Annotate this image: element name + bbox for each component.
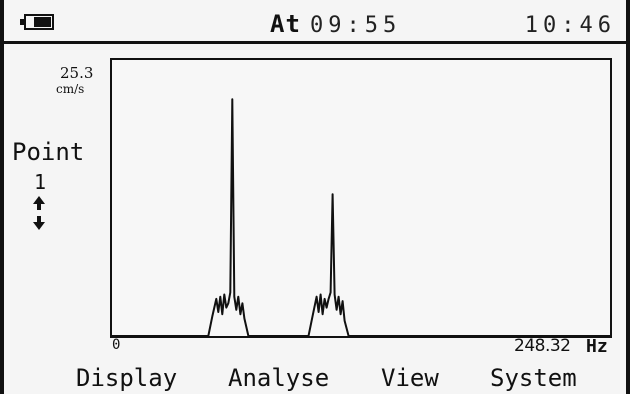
- display-softkey[interactable]: Display: [76, 364, 178, 392]
- point-label: Point: [12, 138, 85, 166]
- spectrum-plot-frame: [110, 58, 612, 338]
- analyse-softkey[interactable]: Analyse: [228, 364, 330, 392]
- battery-icon: [20, 14, 54, 30]
- acquisition-time: 09:55: [310, 13, 402, 38]
- status-bar: At 09:55 10:46: [0, 0, 630, 44]
- softkey-bar: Display Analyse View System: [0, 360, 630, 394]
- point-number[interactable]: 1: [34, 170, 47, 194]
- screen-right-border: [626, 0, 630, 394]
- at-label: At: [270, 10, 301, 38]
- up-down-arrows-icon[interactable]: [32, 196, 46, 230]
- screen-left-border: [0, 0, 4, 394]
- spectrum-series-line: [112, 98, 610, 337]
- battery-level: [34, 17, 51, 27]
- x-axis-max-label: 248.32: [514, 336, 571, 356]
- spectrum-plot: [112, 98, 610, 337]
- x-axis-min-label: 0: [112, 337, 121, 353]
- x-axis-unit-label: Hz: [586, 336, 608, 357]
- view-softkey[interactable]: View: [381, 364, 439, 392]
- y-axis-unit-label: cm/s: [56, 82, 85, 96]
- system-softkey[interactable]: System: [490, 364, 577, 392]
- y-axis-max-label: 25.3: [60, 64, 94, 82]
- clock-time: 10:46: [524, 13, 616, 38]
